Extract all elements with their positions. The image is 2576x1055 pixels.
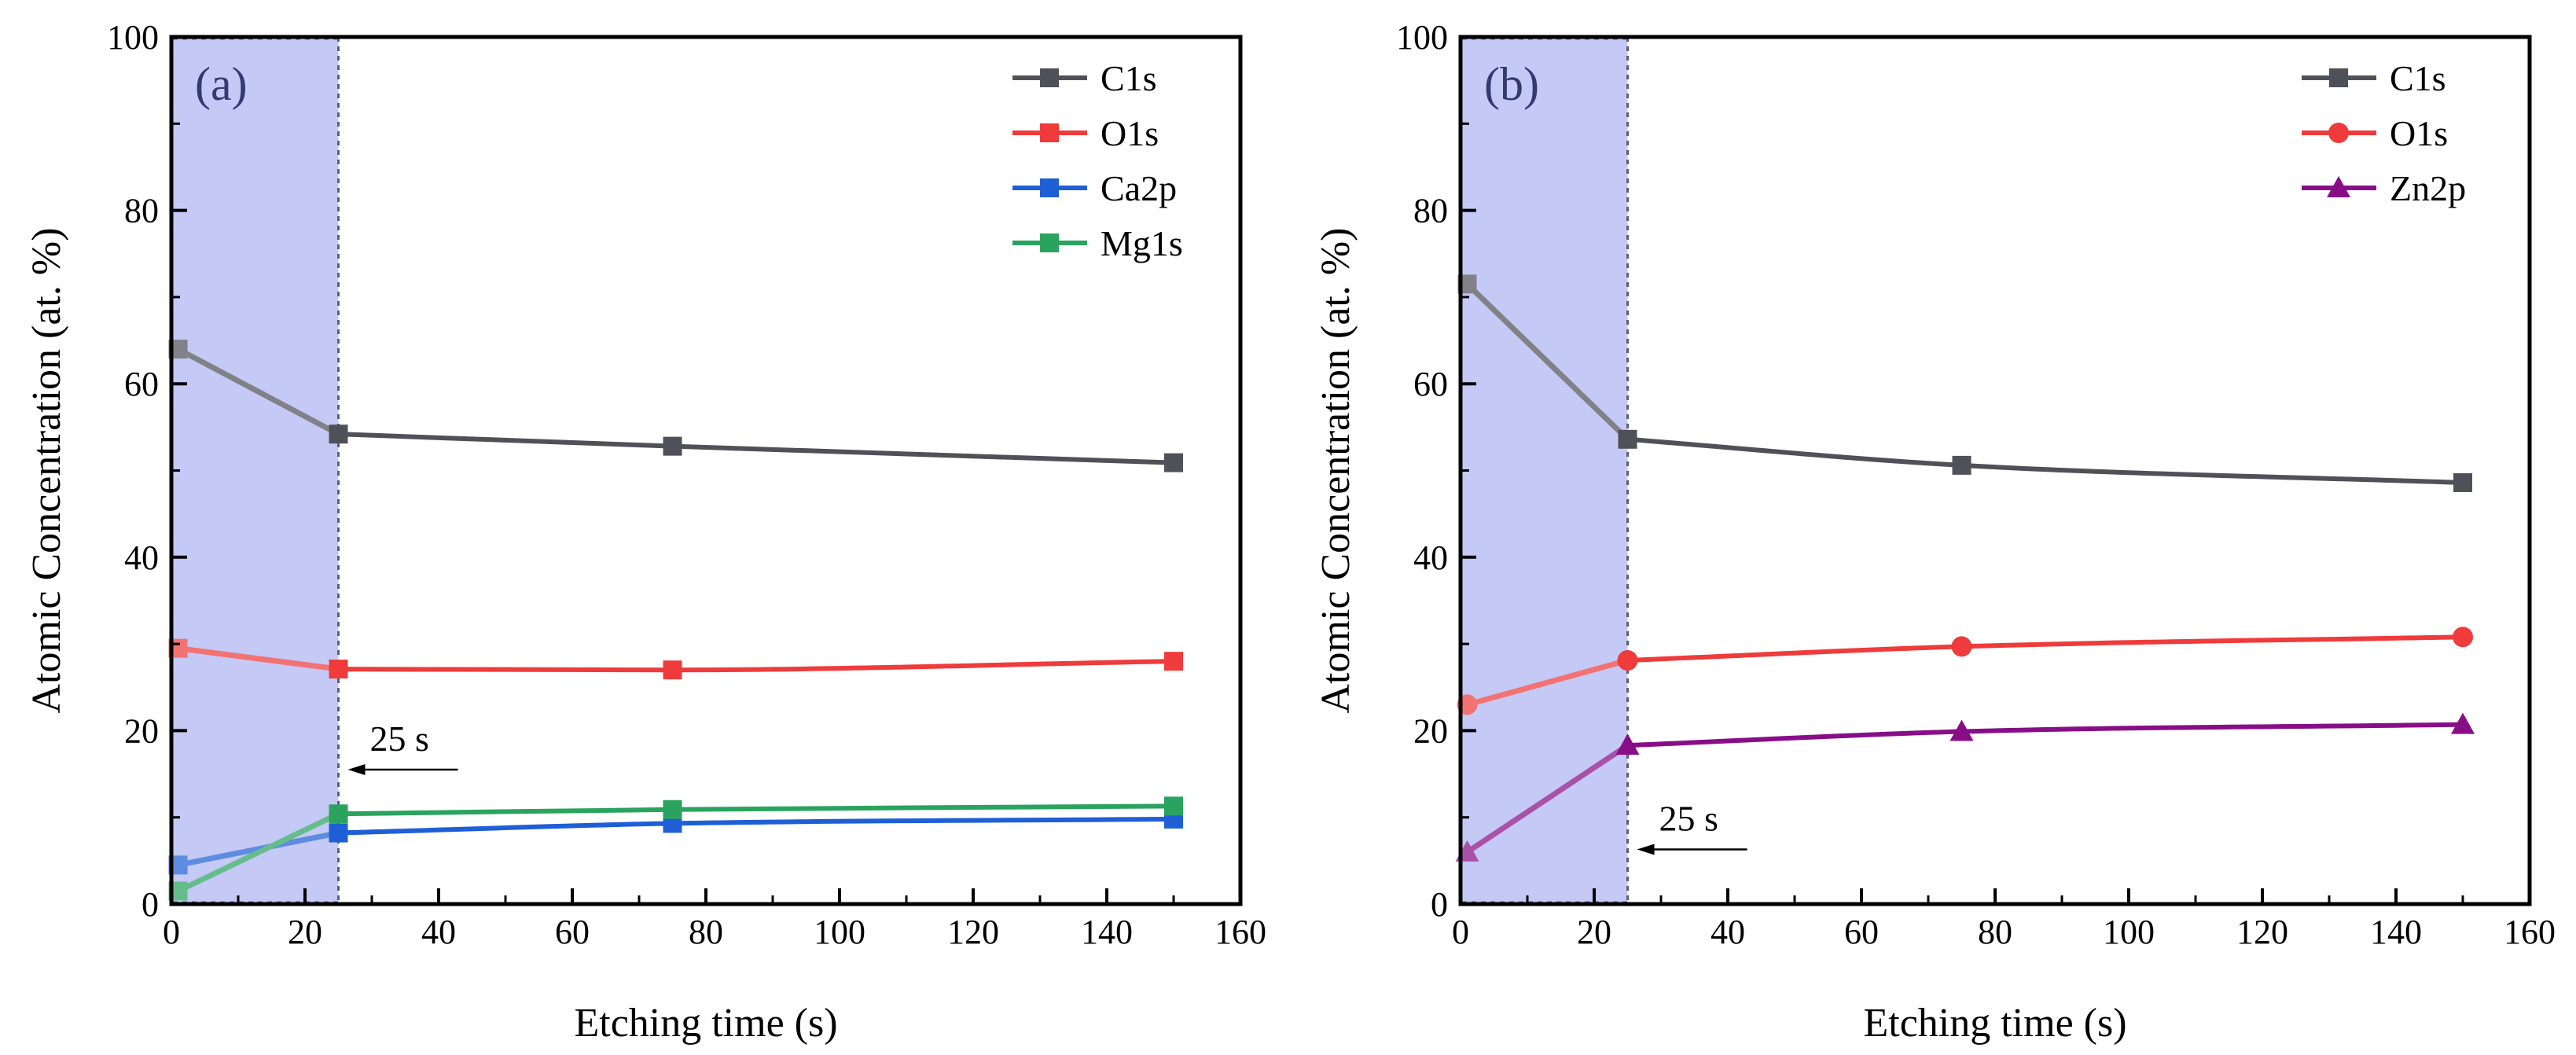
y-tick-label-80-b: 80 bbox=[1413, 192, 1448, 230]
series-zn2p-b bbox=[1455, 712, 2475, 862]
legend-label-ca2p-a: Ca2p bbox=[1101, 168, 1177, 208]
x-tick-label-40-b: 40 bbox=[1711, 913, 1745, 951]
data-point-o1s-75-b bbox=[1951, 636, 1972, 657]
series-line-zn2p-b bbox=[1627, 722, 2464, 748]
annotation-arrow-head-a bbox=[347, 764, 366, 776]
data-point-zn2p-25-b bbox=[1615, 733, 1640, 755]
legend-label-mg1s-a: Mg1s bbox=[1101, 223, 1183, 263]
y-tick-label-20-a: 20 bbox=[124, 711, 159, 750]
x-tick-label-140-a: 140 bbox=[1081, 913, 1133, 951]
y-tick-label-0-b: 0 bbox=[1431, 885, 1448, 924]
legend-marker-mg1s-a bbox=[1040, 233, 1059, 252]
x-tick-label-60-a: 60 bbox=[555, 913, 590, 951]
shaded-region-b bbox=[1461, 37, 1628, 904]
series-line-c1s-early-a bbox=[176, 346, 340, 437]
series-line-o1s-b bbox=[1627, 634, 2464, 664]
legend-marker-o1s-b bbox=[2328, 123, 2349, 143]
series-line-o1s-early-b bbox=[1466, 657, 1629, 708]
y-tick-label-40-a: 40 bbox=[124, 539, 159, 577]
series-line-o1s-early-a bbox=[178, 645, 339, 672]
data-point-o1s-25-a bbox=[329, 660, 348, 679]
x-tick-label-0-b: 0 bbox=[1452, 913, 1469, 951]
data-point-c1s-75-a bbox=[663, 436, 682, 456]
series-line-o1s-a bbox=[338, 659, 1174, 673]
y-tick-label-80-a: 80 bbox=[124, 192, 159, 230]
x-tick-label-160-b: 160 bbox=[2504, 913, 2556, 951]
x-axis-title-a: Etching time (s) bbox=[574, 1001, 837, 1046]
series-o1s-b bbox=[1457, 627, 2473, 715]
data-point-mg1s-150-a bbox=[1164, 796, 1183, 816]
legend-label-c1s-a: C1s bbox=[1101, 58, 1157, 98]
x-tick-label-40-a: 40 bbox=[421, 913, 456, 951]
data-point-o1s-150-b bbox=[2453, 627, 2473, 648]
x-tick-label-20-a: 20 bbox=[288, 913, 322, 951]
annotation-text-b: 25 s bbox=[1659, 799, 1718, 839]
data-point-mg1s-75-a bbox=[663, 800, 682, 819]
data-point-c1s-75-b bbox=[1952, 455, 1972, 475]
x-tick-label-20-b: 20 bbox=[1577, 913, 1611, 951]
y-tick-label-0-a: 0 bbox=[141, 885, 159, 924]
data-point-c1s-25-a bbox=[329, 425, 348, 444]
x-tick-label-0-a: 0 bbox=[163, 913, 180, 951]
x-tick-label-100-b: 100 bbox=[2103, 913, 2155, 951]
data-point-c1s-150-b bbox=[2453, 472, 2472, 492]
legend-a: C1s O1s Ca2p Mg1s bbox=[1012, 58, 1183, 263]
data-point-o1s-25-b bbox=[1617, 650, 1638, 671]
data-point-ca2p-25-a bbox=[329, 823, 348, 843]
x-tick-label-60-b: 60 bbox=[1844, 913, 1879, 951]
x-tick-label-140-b: 140 bbox=[2370, 913, 2422, 951]
y-tick-label-60-b: 60 bbox=[1413, 365, 1448, 403]
legend-marker-zn2p-b bbox=[2327, 176, 2350, 197]
y-axis-title-b: Atomic Concentration (at. %) bbox=[1314, 227, 1358, 713]
legend-marker-ca2p-a bbox=[1040, 178, 1059, 197]
annotation-text-a: 25 s bbox=[370, 719, 429, 759]
data-point-zn2p-75-b bbox=[1949, 719, 1974, 741]
series-line-c1s-b bbox=[1627, 436, 2464, 485]
x-tick-label-100-a: 100 bbox=[814, 913, 865, 951]
legend-label-o1s-a: O1s bbox=[1101, 113, 1159, 153]
series-o1s-a bbox=[168, 638, 1183, 680]
series-line-mg1s-a bbox=[338, 803, 1174, 817]
x-tick-label-120-a: 120 bbox=[947, 913, 999, 951]
y-tick-label-100-a: 100 bbox=[107, 18, 159, 57]
y-tick-label-100-b: 100 bbox=[1396, 18, 1448, 57]
legend-marker-o1s-a bbox=[1040, 123, 1059, 142]
series-line-c1s-early-b bbox=[1465, 281, 1630, 442]
data-point-o1s-150-a bbox=[1164, 652, 1183, 671]
y-tick-label-60-a: 60 bbox=[124, 365, 159, 403]
legend-label-o1s-b: O1s bbox=[2390, 113, 2448, 153]
chart-panel-b: 0 20 40 60 80 100 120 140 160 0 20 40 60 80 100 Etching… bbox=[1314, 18, 2556, 1046]
series-line-ca2p-early-a bbox=[177, 830, 340, 868]
panel-label-b: (b) bbox=[1484, 58, 1539, 110]
series-line-mg1s-early-a bbox=[176, 811, 340, 894]
data-point-c1s-25-b bbox=[1618, 429, 1637, 449]
legend-marker-c1s-a bbox=[1040, 68, 1059, 87]
data-point-c1s-150-a bbox=[1164, 453, 1183, 472]
series-line-ca2p-a bbox=[338, 816, 1174, 836]
chart-panel-a: 0 20 40 60 80 100 120 140 160 0 20 40 60 80 100 Etching… bbox=[24, 18, 1266, 1046]
data-point-o1s-75-a bbox=[663, 660, 682, 680]
x-tick-label-120-b: 120 bbox=[2236, 913, 2288, 951]
series-c1s-a bbox=[168, 340, 1183, 472]
legend-b: C1s O1s Zn2p bbox=[2302, 58, 2466, 208]
legend-marker-c1s-b bbox=[2329, 68, 2348, 87]
y-axis-title-a: Atomic Concentration (at. %) bbox=[24, 227, 69, 713]
shaded-region-a bbox=[171, 37, 339, 904]
series-line-c1s-a bbox=[338, 432, 1174, 465]
panel-label-a: (a) bbox=[195, 58, 248, 110]
x-axis-title-b: Etching time (s) bbox=[1863, 1001, 2126, 1046]
annotation-arrow-head-b bbox=[1637, 844, 1655, 855]
x-tick-label-80-a: 80 bbox=[689, 913, 723, 951]
data-point-zn2p-150-b bbox=[2451, 712, 2475, 734]
legend-label-zn2p-b: Zn2p bbox=[2390, 168, 2466, 208]
y-tick-label-40-b: 40 bbox=[1413, 539, 1448, 577]
series-line-zn2p-early-b bbox=[1465, 743, 1630, 855]
legend-label-c1s-b: C1s bbox=[2390, 58, 2446, 98]
x-tick-label-80-b: 80 bbox=[1978, 913, 2012, 951]
x-tick-label-160-a: 160 bbox=[1215, 913, 1266, 951]
data-point-mg1s-25-a bbox=[329, 804, 348, 824]
y-tick-label-20-b: 20 bbox=[1413, 711, 1448, 750]
